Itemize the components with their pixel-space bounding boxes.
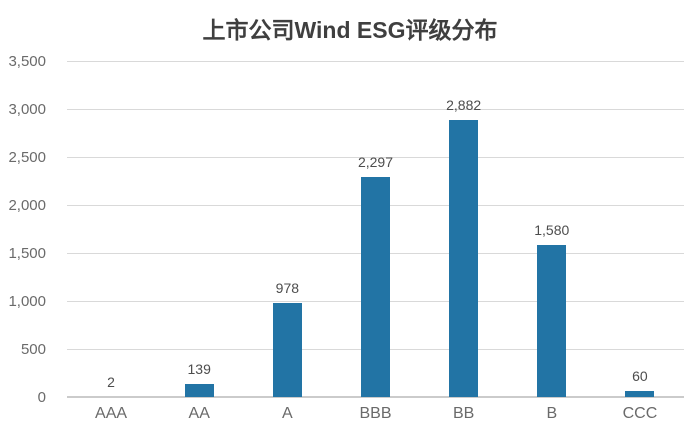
y-tick-label: 3,500 [8,53,46,70]
x-tick-label-BB: BB [452,405,475,422]
value-label-AA: 139 [187,360,211,377]
x-tick-label-BBB: BBB [359,405,392,422]
bar-B [537,245,567,397]
y-tick-label: 500 [20,341,46,358]
bar-BBB [361,176,390,397]
bar-AA [184,383,214,397]
chart-title: 上市公司Wind ESG评级分布 [202,17,498,43]
x-tick-label-B: B [546,405,558,422]
value-label-A: 978 [275,280,300,297]
y-tick-label: 2,000 [8,197,46,214]
y-tick-label: 0 [37,389,46,406]
x-tick-label-AA: AA [188,405,210,422]
value-label-AAA: 2 [107,373,115,390]
x-axis-line [67,396,684,398]
x-tick-label-A: A [282,405,293,422]
y-tick-label: 2,500 [8,149,46,166]
gridline [67,157,684,158]
gridline [67,61,684,62]
value-label-CCC: 60 [632,368,648,385]
value-label-BBB: 2,297 [357,153,394,170]
y-tick-label: 1,500 [8,245,46,262]
x-tick-label-AAA: AAA [95,405,128,422]
y-tick-label: 1,000 [8,293,46,310]
plot-area: 2 139 978 2,297 2,882 1,580 60 [67,61,684,398]
bar-CCC [625,391,655,397]
gridline [67,109,684,110]
bar-BB [449,120,479,397]
value-label-BB: 2,882 [446,97,482,114]
value-label-B: 1,580 [534,222,570,239]
y-tick-label: 3,000 [8,101,46,118]
x-tick-label-CCC: CCC [622,405,658,422]
bar-A [272,303,302,397]
